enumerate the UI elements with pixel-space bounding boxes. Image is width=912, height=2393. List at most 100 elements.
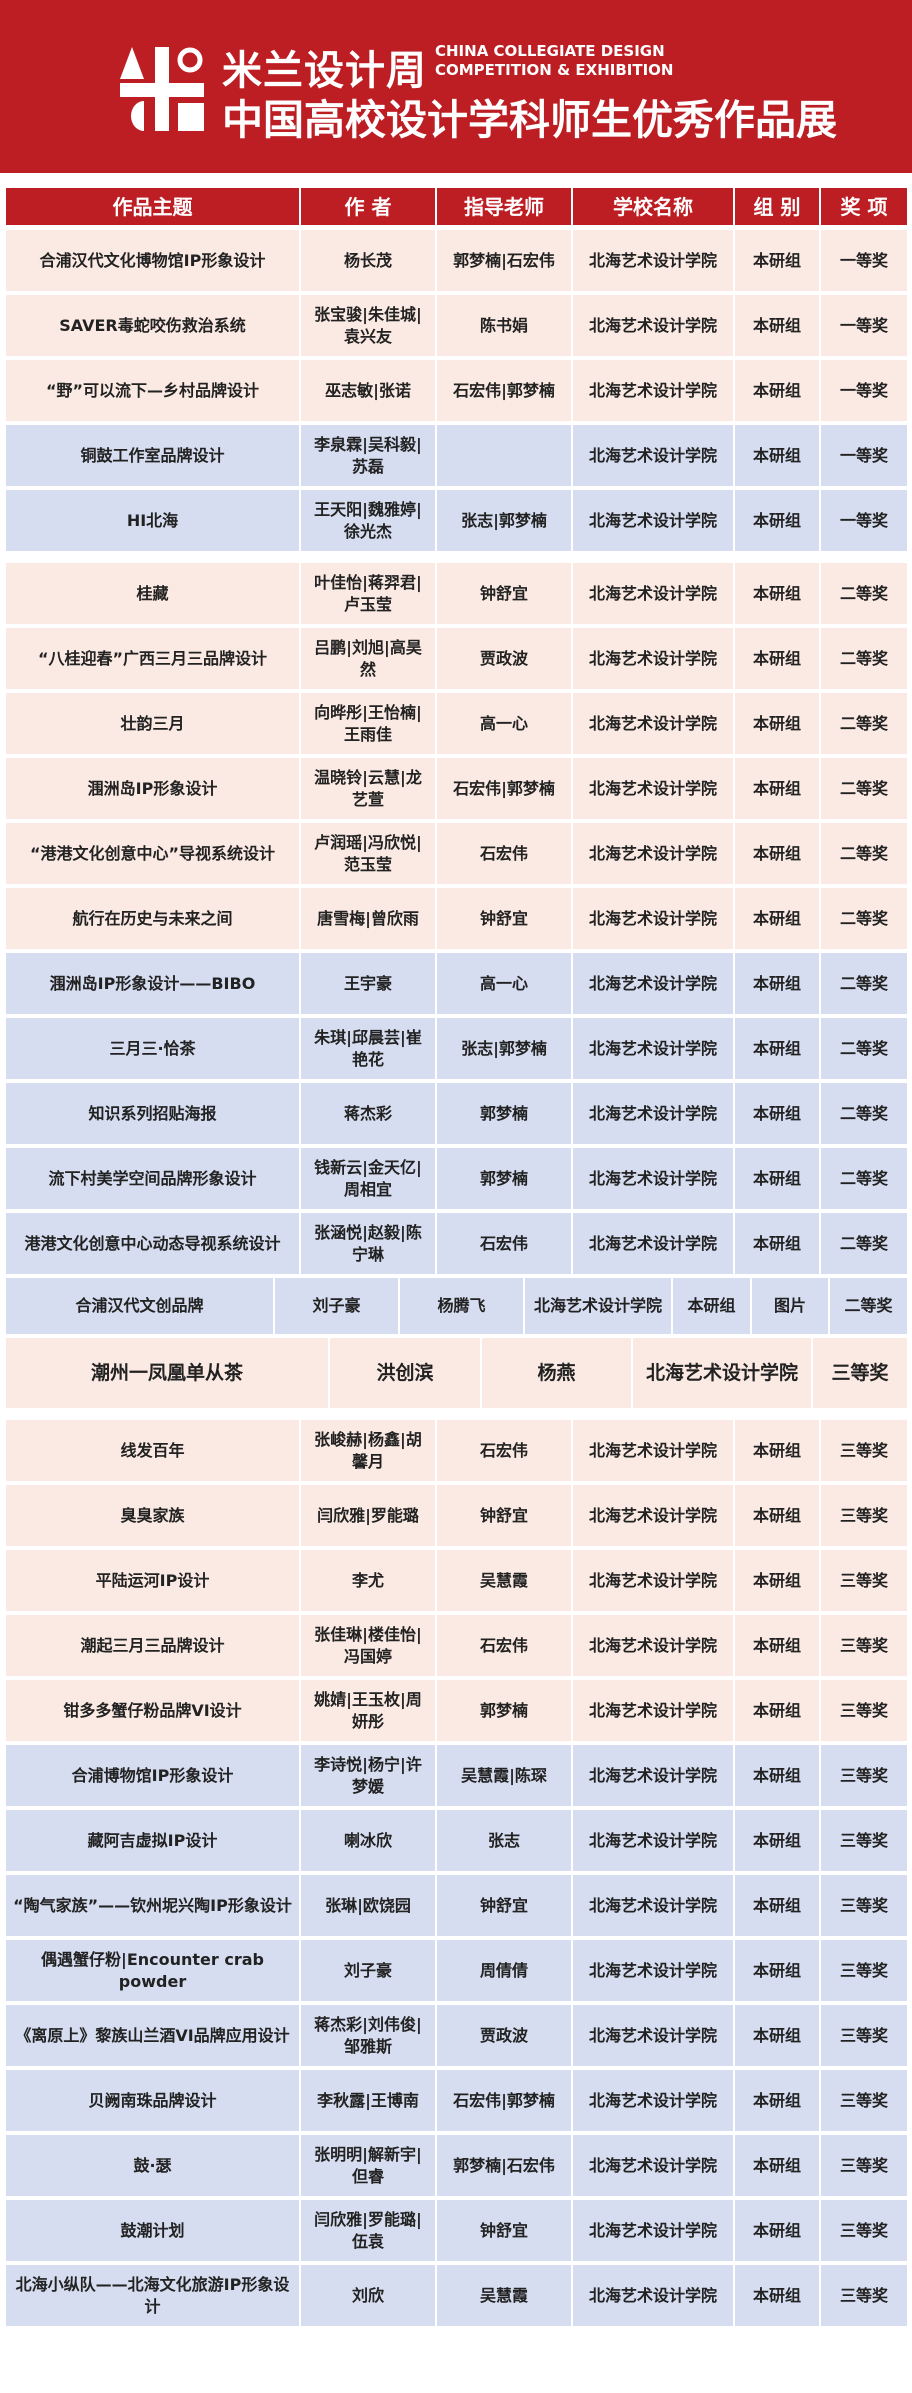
cell-school: 北海艺术设计学院 bbox=[573, 295, 733, 356]
cell-advisor bbox=[437, 425, 571, 486]
cell-school: 北海艺术设计学院 bbox=[573, 563, 733, 624]
table-row: 贝阙南珠品牌设计 李秋露|王博南 石宏伟|郭梦楠 北海艺术设计学院 本研组 三等奖 bbox=[6, 2070, 908, 2131]
cell-group: 本研组 bbox=[735, 2265, 819, 2326]
cell-award: 一等奖 bbox=[821, 425, 907, 486]
cell-author: 刘子豪 bbox=[301, 1940, 435, 2001]
cell-advisor: 郭梦楠 bbox=[437, 1148, 571, 1209]
cell-work-title: 壮韵三月 bbox=[6, 693, 299, 754]
cell-author: 王宇豪 bbox=[301, 953, 435, 1014]
cell-author: 温晓铃|云慧|龙艺萱 bbox=[301, 758, 435, 819]
cell-work-title: 流下村美学空间品牌形象设计 bbox=[6, 1148, 299, 1209]
cell-author: 姚婧|王玉枚|周妍彤 bbox=[301, 1680, 435, 1741]
cell-group: 本研组 bbox=[735, 1680, 819, 1741]
cell-work-title: 鼓潮计划 bbox=[6, 2200, 299, 2261]
cell-school: 北海艺术设计学院 bbox=[573, 1745, 733, 1806]
cell-group: 本研组 bbox=[735, 295, 819, 356]
cell-advisor: 郭梦楠 bbox=[437, 1083, 571, 1144]
cell-group: 本研组 bbox=[735, 888, 819, 949]
cell-author: 李诗悦|杨宁|许梦媛 bbox=[301, 1745, 435, 1806]
cell-award: 三等奖 bbox=[821, 2005, 907, 2066]
table-row: 三月三·恰茶 朱琪|邱晨芸|崔艳花 张志|郭梦楠 北海艺术设计学院 本研组 二等奖 bbox=[6, 1018, 908, 1079]
cell-work-title: 北海小纵队——北海文化旅游IP形象设计 bbox=[6, 2265, 299, 2326]
cell-advisor: 钟舒宜 bbox=[437, 1485, 571, 1546]
header-advisor: 指导老师 bbox=[437, 188, 571, 225]
cell-award: 三等奖 bbox=[821, 2070, 907, 2131]
cell-award: 三等奖 bbox=[821, 1745, 907, 1806]
cell-author: 刘子豪 bbox=[275, 1278, 398, 1334]
cell-work-title: 藏阿吉虚拟IP设计 bbox=[6, 1810, 299, 1871]
cell-school: 北海艺术设计学院 bbox=[573, 2005, 733, 2066]
cell-advisor: 贾政波 bbox=[437, 2005, 571, 2066]
cell-group: 本研组 bbox=[735, 1420, 819, 1481]
cell-category: 图片 bbox=[752, 1278, 828, 1334]
cell-award: 二等奖 bbox=[821, 563, 907, 624]
cell-author: 向晔彤|王怡楠|王雨佳 bbox=[301, 693, 435, 754]
table-row: 合浦博物馆IP形象设计 李诗悦|杨宁|许梦媛 吴慧霞|陈琛 北海艺术设计学院 本研组 三等… bbox=[6, 1745, 908, 1806]
cell-group: 本研组 bbox=[735, 1550, 819, 1611]
cell-author: 闫欣雅|罗能璐 bbox=[301, 1485, 435, 1546]
cell-group: 本研组 bbox=[735, 425, 819, 486]
header-group: 组 别 bbox=[735, 188, 819, 225]
cell-author: 洪创滨 bbox=[330, 1338, 480, 1408]
table-row: HI北海 王天阳|魏雅婷|徐光杰 张志|郭梦楠 北海艺术设计学院 本研组 一等奖 bbox=[6, 490, 908, 551]
cell-group: 本研组 bbox=[735, 563, 819, 624]
header-award: 奖 项 bbox=[821, 188, 907, 225]
cell-work-title: 鼓·瑟 bbox=[6, 2135, 299, 2196]
cell-award: 一等奖 bbox=[821, 490, 907, 551]
cell-school: 北海艺术设计学院 bbox=[573, 360, 733, 421]
banner: 米兰设计周 CHINA COLLEGIATE DESIGN COMPETITIO… bbox=[0, 0, 912, 173]
cell-work-title: 平陆运河IP设计 bbox=[6, 1550, 299, 1611]
cell-award: 三等奖 bbox=[821, 1680, 907, 1741]
cell-school: 北海艺术设计学院 bbox=[573, 1420, 733, 1481]
cell-award: 三等奖 bbox=[821, 1420, 907, 1481]
cell-award: 二等奖 bbox=[821, 1018, 907, 1079]
cell-school: 北海艺术设计学院 bbox=[573, 2265, 733, 2326]
cell-school: 北海艺术设计学院 bbox=[573, 1875, 733, 1936]
cell-author: 朱琪|邱晨芸|崔艳花 bbox=[301, 1018, 435, 1079]
cell-advisor: 张志 bbox=[437, 1810, 571, 1871]
cell-award: 二等奖 bbox=[821, 1148, 907, 1209]
cell-author: 叶佳怡|蒋羿君|卢玉莹 bbox=[301, 563, 435, 624]
cell-advisor: 钟舒宜 bbox=[437, 563, 571, 624]
cell-award: 三等奖 bbox=[821, 1615, 907, 1676]
cell-work-title: 臭臭家族 bbox=[6, 1485, 299, 1546]
cell-award: 三等奖 bbox=[821, 2265, 907, 2326]
cell-author: 闫欣雅|罗能璐|伍袁 bbox=[301, 2200, 435, 2261]
cell-advisor: 郭梦楠|石宏伟 bbox=[437, 230, 571, 291]
cell-work-title: 潮起三月三品牌设计 bbox=[6, 1615, 299, 1676]
table-row: 潮州一凤凰单从茶 洪创滨 杨燕 北海艺术设计学院 三等奖 bbox=[6, 1338, 908, 1408]
cell-advisor: 张志|郭梦楠 bbox=[437, 490, 571, 551]
cell-school: 北海艺术设计学院 bbox=[573, 490, 733, 551]
cell-advisor: 石宏伟 bbox=[437, 823, 571, 884]
cell-award: 三等奖 bbox=[821, 1810, 907, 1871]
cell-author: 王天阳|魏雅婷|徐光杰 bbox=[301, 490, 435, 551]
header-topic: 作品主题 bbox=[6, 188, 299, 225]
table-row: 航行在历史与未来之间 唐雪梅|曾欣雨 钟舒宜 北海艺术设计学院 本研组 二等奖 bbox=[6, 888, 908, 949]
cell-award: 二等奖 bbox=[821, 888, 907, 949]
cell-work-title: HI北海 bbox=[6, 490, 299, 551]
cell-author: 巫志敏|张诺 bbox=[301, 360, 435, 421]
cell-author: 蒋杰彩|刘伟俊|邹雅斯 bbox=[301, 2005, 435, 2066]
group-divider bbox=[6, 555, 908, 563]
table-row: 偶遇蟹仔粉|Encounter crab powder 刘子豪 周倩倩 北海艺术设计学… bbox=[6, 1940, 908, 2001]
cell-school: 北海艺术设计学院 bbox=[573, 2200, 733, 2261]
cell-group: 本研组 bbox=[735, 1875, 819, 1936]
cell-author: 张峻赫|杨鑫|胡馨月 bbox=[301, 1420, 435, 1481]
cell-advisor: 杨燕 bbox=[482, 1338, 631, 1408]
cell-award: 二等奖 bbox=[821, 1083, 907, 1144]
cell-advisor: 郭梦楠|石宏伟 bbox=[437, 2135, 571, 2196]
milan-design-week-logo bbox=[120, 47, 204, 131]
cell-work-title: 合浦博物馆IP形象设计 bbox=[6, 1745, 299, 1806]
table-row: “陶气家族”——钦州坭兴陶IP形象设计 张琳|欧饶园 钟舒宜 北海艺术设计学院 本研组三… bbox=[6, 1875, 908, 1936]
table-row: 涠洲岛IP形象设计 温晓铃|云慧|龙艺萱 石宏伟|郭梦楠 北海艺术设计学院 本研组 二等奖 bbox=[6, 758, 908, 819]
cell-work-title: 涠洲岛IP形象设计——BIBO bbox=[6, 953, 299, 1014]
cell-work-title: 钳多多蟹仔粉品牌VI设计 bbox=[6, 1680, 299, 1741]
cell-advisor: 石宏伟|郭梦楠 bbox=[437, 360, 571, 421]
table-row: 《离原上》黎族山兰酒VI品牌应用设计 蒋杰彩|刘伟俊|邹雅斯 贾政波 北海艺术设计学院… bbox=[6, 2005, 908, 2066]
table-row: 合浦汉代文化博物馆IP形象设计 杨长茂 郭梦楠|石宏伟 北海艺术设计学院 本研组 一等奖 bbox=[6, 230, 908, 291]
cell-work-title: 线发百年 bbox=[6, 1420, 299, 1481]
cell-author: 张佳琳|楼佳怡|冯国婷 bbox=[301, 1615, 435, 1676]
cell-advisor: 高一心 bbox=[437, 953, 571, 1014]
table-row: 钳多多蟹仔粉品牌VI设计 姚婧|王玉枚|周妍彤 郭梦楠 北海艺术设计学院 本研组 三等奖 bbox=[6, 1680, 908, 1741]
header-author: 作 者 bbox=[301, 188, 435, 225]
